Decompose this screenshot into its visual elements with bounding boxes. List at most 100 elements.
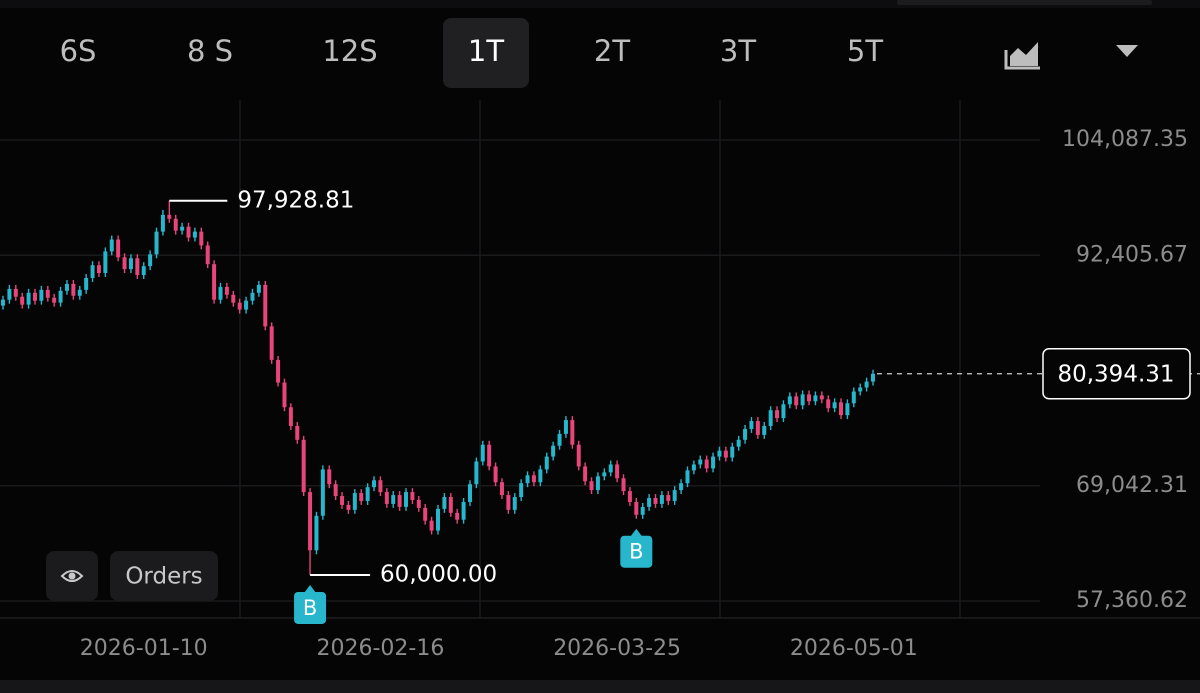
candle-body xyxy=(839,402,844,416)
candle-body xyxy=(205,245,210,265)
candle-body xyxy=(480,444,485,462)
candle-body xyxy=(621,478,626,492)
candle-body xyxy=(512,497,517,510)
toolbar: 6S 8 S 12S 1T 2T 3T 5T xyxy=(60,18,883,88)
marker-bg xyxy=(294,591,327,624)
candle-body xyxy=(819,395,824,400)
interval-button[interactable]: 2T xyxy=(594,34,630,68)
eye-icon xyxy=(60,570,84,582)
candle-body xyxy=(538,469,543,483)
interval-button[interactable]: 5T xyxy=(847,34,883,68)
candle-body xyxy=(595,476,600,491)
candle-body xyxy=(96,265,101,274)
candle-body xyxy=(39,289,44,301)
candle-body xyxy=(167,214,172,219)
chart-type-button[interactable] xyxy=(1004,42,1040,70)
bottom-bar xyxy=(0,680,1200,693)
candle-body xyxy=(647,498,652,507)
candle-body xyxy=(704,459,709,469)
candle-body xyxy=(180,226,185,231)
candle-body xyxy=(736,439,741,447)
candle-body xyxy=(723,450,728,458)
candle-body xyxy=(90,265,95,279)
candle-body xyxy=(768,410,773,426)
candle-body xyxy=(423,507,428,521)
visibility-button[interactable] xyxy=(46,551,98,601)
candle-body xyxy=(410,492,415,500)
selected-bg xyxy=(443,18,529,88)
high-label: 97,928.81 xyxy=(237,187,354,213)
candle-body xyxy=(224,286,229,295)
interval-button[interactable]: 1T xyxy=(443,18,529,88)
orders-button[interactable]: Orders xyxy=(110,551,218,601)
candle-body xyxy=(800,394,805,406)
candle-body xyxy=(372,480,377,488)
marker-bg xyxy=(620,535,653,568)
candle-body xyxy=(807,394,812,402)
interval-button[interactable]: 8 S xyxy=(187,34,233,68)
candle-body xyxy=(20,296,25,305)
candle-body xyxy=(672,490,677,501)
y-tick-label: 69,042.31 xyxy=(1076,473,1188,498)
candle-body xyxy=(691,464,696,471)
interval-label: 6S xyxy=(60,34,97,68)
candle-body xyxy=(13,288,18,297)
candle-body xyxy=(685,470,690,484)
candle-body xyxy=(340,496,345,505)
x-tick-label: 2026-02-16 xyxy=(316,636,444,661)
buy-marker[interactable]: B xyxy=(620,528,653,568)
candle-body xyxy=(506,495,511,510)
candle-body xyxy=(749,421,754,429)
orders-label: Orders xyxy=(125,564,202,590)
candle-body xyxy=(327,469,332,485)
eye-pupil xyxy=(68,572,76,580)
candle-body xyxy=(26,292,31,305)
interval-button[interactable]: 12S xyxy=(322,34,377,68)
candle-body xyxy=(186,226,191,238)
candle-body xyxy=(787,396,792,405)
candle-body xyxy=(557,433,562,446)
candle-body xyxy=(404,492,409,507)
candle-body xyxy=(231,294,236,303)
candle-body xyxy=(84,278,89,290)
last-price-box xyxy=(1042,348,1191,400)
candle-body xyxy=(308,492,313,551)
dropdown-button[interactable] xyxy=(1116,45,1138,57)
candle-body xyxy=(666,495,671,501)
interval-button[interactable]: 3T xyxy=(720,34,756,68)
candle-body xyxy=(128,258,133,270)
candle-body xyxy=(448,497,453,513)
candle-body xyxy=(698,459,703,465)
candle-body xyxy=(845,403,850,416)
candle-body xyxy=(826,399,831,409)
candle-body xyxy=(467,484,472,502)
candle-body xyxy=(864,381,869,388)
candle-body xyxy=(1,299,5,306)
candle-body xyxy=(32,292,37,301)
candle-body xyxy=(813,395,818,402)
candle-body xyxy=(551,445,556,457)
candle-body xyxy=(365,487,370,501)
candle-body xyxy=(794,396,799,406)
candle-body xyxy=(397,495,402,507)
interval-button[interactable]: 6S xyxy=(60,34,97,68)
candle-body xyxy=(563,420,568,434)
marker-label: B xyxy=(629,540,643,564)
candle-body xyxy=(487,444,492,467)
candle-body xyxy=(711,456,716,469)
candle-body xyxy=(455,512,460,520)
candle-body xyxy=(717,450,722,457)
candle-body xyxy=(474,461,479,485)
candle-body xyxy=(116,239,121,258)
candle-body xyxy=(634,501,639,515)
candle-body xyxy=(64,283,69,291)
candle-body xyxy=(499,482,504,496)
candle-body xyxy=(58,290,63,303)
candle-body xyxy=(570,420,575,445)
candle-body xyxy=(525,475,530,484)
candle-body xyxy=(282,382,287,408)
buy-marker[interactable]: B xyxy=(294,584,327,624)
candle-body xyxy=(378,480,383,493)
